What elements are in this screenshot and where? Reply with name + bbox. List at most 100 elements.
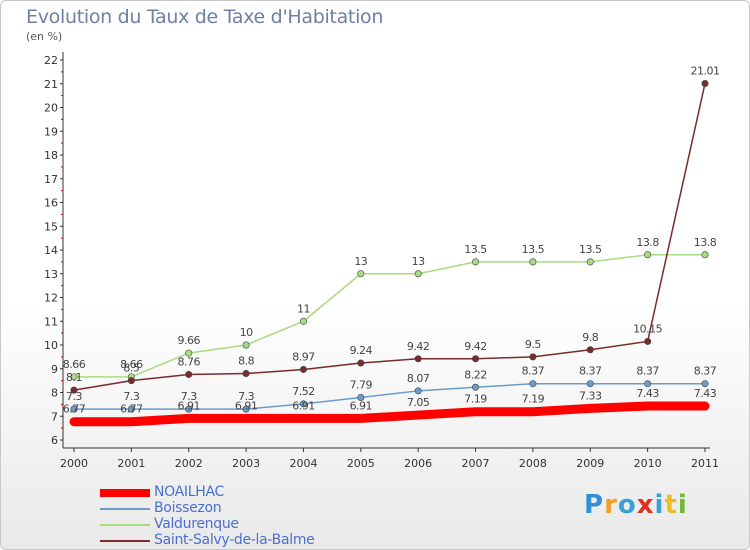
unit-label: (en %) xyxy=(26,30,63,43)
data-label: 9.66 xyxy=(177,334,200,347)
logo-letter: o xyxy=(617,490,637,520)
data-label: 6.91 xyxy=(292,399,315,412)
x-tick-label: 2010 xyxy=(634,457,662,470)
x-tick-label: 2002 xyxy=(175,457,203,470)
data-point xyxy=(701,80,709,88)
data-label: 7.3 xyxy=(123,390,139,403)
data-point xyxy=(701,380,709,388)
legend-label: NOAILHAC xyxy=(154,484,224,500)
y-tick-label: 16 xyxy=(44,197,58,210)
data-label: 9.24 xyxy=(350,344,373,357)
data-label: 11 xyxy=(297,302,310,315)
legend-swatch xyxy=(100,489,150,497)
x-tick-label: 2003 xyxy=(232,457,260,470)
point-noailhac xyxy=(299,414,307,422)
logo-letter: i xyxy=(654,490,665,520)
legend-swatch xyxy=(100,508,150,510)
y-tick-label: 9 xyxy=(51,363,58,376)
data-label: 8.22 xyxy=(464,368,487,381)
data-label: 8.37 xyxy=(579,365,602,378)
point-noailhac xyxy=(414,411,422,419)
data-point xyxy=(644,251,652,259)
data-point xyxy=(414,270,422,278)
data-point xyxy=(586,346,594,354)
point-noailhac xyxy=(70,418,78,426)
data-point xyxy=(529,380,537,388)
data-label: 7.43 xyxy=(694,387,717,400)
x-tick-label: 2009 xyxy=(576,457,604,470)
y-tick-label: 22 xyxy=(44,54,58,67)
data-label: 7.3 xyxy=(181,390,197,403)
data-label: 7.43 xyxy=(636,387,659,400)
series-line-noailhac xyxy=(69,401,710,427)
data-label: 9.42 xyxy=(464,340,487,353)
data-point xyxy=(586,380,594,388)
data-point xyxy=(644,380,652,388)
data-label: 8.37 xyxy=(522,365,545,378)
data-point xyxy=(357,359,365,367)
data-label: 7.3 xyxy=(238,390,254,403)
data-label: 9.8 xyxy=(582,331,598,344)
data-point xyxy=(70,373,78,381)
series-line-valdurenque xyxy=(73,254,706,378)
data-point xyxy=(299,365,307,373)
point-noailhac xyxy=(529,408,537,416)
y-tick-label: 14 xyxy=(44,244,58,257)
logo-letter: r xyxy=(604,490,618,520)
y-tick-label: 8 xyxy=(51,387,58,400)
data-label: 8.76 xyxy=(177,355,200,368)
data-label: 6.91 xyxy=(350,399,373,412)
x-tick-label: 2007 xyxy=(462,457,490,470)
data-point xyxy=(242,341,250,349)
data-label: 6.77 xyxy=(120,403,143,416)
legend-label: Saint-Salvy-de-la-Balme xyxy=(154,532,315,548)
data-point xyxy=(644,337,652,345)
point-noailhac xyxy=(644,402,652,410)
data-point xyxy=(185,349,193,357)
x-tick-label: 2008 xyxy=(519,457,547,470)
data-label: 8.37 xyxy=(694,365,717,378)
y-tick-label: 6 xyxy=(51,434,58,447)
data-label: 13.5 xyxy=(464,243,487,256)
legend-label: Boissezon xyxy=(154,500,222,516)
chart-title: Evolution du Taux de Taxe d'Habitation xyxy=(26,6,384,28)
y-tick-label: 19 xyxy=(44,125,58,138)
point-noailhac xyxy=(357,414,365,422)
data-label: 7.19 xyxy=(464,393,487,406)
y-tick-label: 21 xyxy=(44,78,58,91)
data-point xyxy=(242,405,250,413)
data-point xyxy=(472,258,480,266)
data-point xyxy=(414,355,422,363)
point-noailhac xyxy=(472,408,480,416)
x-tick-label: 2001 xyxy=(117,457,145,470)
data-label: 8.07 xyxy=(407,372,430,385)
data-label: 8.66 xyxy=(120,358,143,371)
data-point xyxy=(472,355,480,363)
data-label: 9.42 xyxy=(407,340,430,353)
data-label: 7.05 xyxy=(407,396,430,409)
series-lines xyxy=(69,80,710,427)
series-line-boissezon xyxy=(73,382,706,410)
data-label: 9.5 xyxy=(525,338,541,351)
data-label: 8.5 xyxy=(123,362,139,375)
data-point xyxy=(472,383,480,391)
data-label: 10 xyxy=(240,326,253,339)
logo-letter: P xyxy=(584,490,605,520)
data-point xyxy=(70,405,78,413)
data-label: 13.8 xyxy=(694,236,717,249)
data-label: 6.91 xyxy=(235,399,258,412)
data-point xyxy=(299,317,307,325)
data-point xyxy=(299,400,307,408)
data-point xyxy=(529,258,537,266)
x-tick-label: 2006 xyxy=(404,457,432,470)
y-tick-label: 13 xyxy=(44,268,58,281)
data-label: 13.5 xyxy=(579,243,602,256)
data-point xyxy=(242,369,250,377)
data-label: 13.5 xyxy=(522,243,545,256)
data-point xyxy=(529,353,537,361)
proxiti-logo: Proxiti xyxy=(584,490,688,520)
data-label: 10.15 xyxy=(633,322,662,335)
point-noailhac xyxy=(701,402,709,410)
